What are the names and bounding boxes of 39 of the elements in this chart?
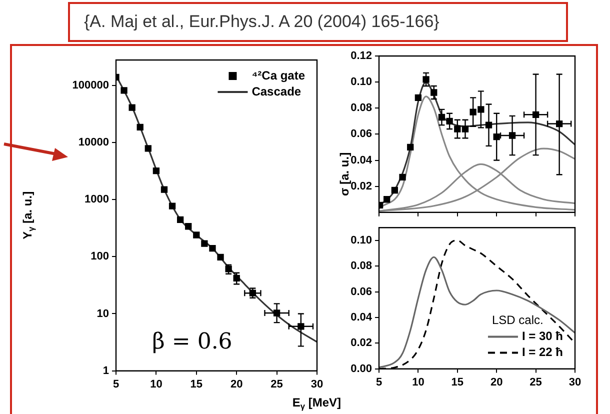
y-tick-label: 0.10 xyxy=(350,234,372,246)
y-axis-title: σ [a. u.] xyxy=(337,152,352,196)
legend-label: ⁴²Ca gate xyxy=(252,68,306,82)
y-tick-label: 0.02 xyxy=(350,337,372,350)
x-tick-label: 20 xyxy=(490,376,503,388)
x-tick-label: 10 xyxy=(150,378,162,390)
y-tick-label: 10000 xyxy=(78,136,109,149)
y-tick-label: 0.08 xyxy=(350,260,372,272)
x-tick-label: 15 xyxy=(451,376,464,388)
x-tick-label: 30 xyxy=(310,378,324,390)
y-tick-label: 100000 xyxy=(72,80,109,92)
y-tick-label: 0.08 xyxy=(350,102,372,114)
x-tick-label: 20 xyxy=(230,378,243,390)
legend-label: I = 22 ħ xyxy=(522,345,564,360)
y-axis-title: Yγ [a. u.] xyxy=(20,191,36,240)
x-tick-label: 5 xyxy=(112,378,120,390)
y-tick-label: 0.12 xyxy=(350,50,372,62)
y-tick-label: 0.06 xyxy=(350,128,372,140)
y-tick-label: 0.06 xyxy=(350,286,372,298)
x-tick-label: 10 xyxy=(412,376,424,388)
y-tick-label: 1000 xyxy=(84,194,109,206)
x-tick-label: 15 xyxy=(190,378,203,390)
chart-title: {A. Maj et al., Eur.Phys.J. A 20 (2004) 165-166} xyxy=(84,12,440,32)
x-tick-label: 30 xyxy=(568,376,582,388)
x-tick-label: 25 xyxy=(270,378,283,390)
y-tick-label: 1 xyxy=(102,364,109,377)
y-tick-label: 0.04 xyxy=(350,154,373,166)
x-tick-label: 5 xyxy=(376,376,382,388)
annotation: β = 0.6 xyxy=(152,330,232,355)
legend-label: Cascade xyxy=(252,84,302,98)
y-tick-label: 0.10 xyxy=(350,76,372,88)
legend-title: LSD calc. xyxy=(492,313,544,328)
y-tick-label: 100 xyxy=(90,250,109,263)
legend-label: I = 30 ħ xyxy=(522,329,564,344)
x-tick-label: 25 xyxy=(530,376,542,388)
y-tick-label: 0.04 xyxy=(350,311,373,324)
y-tick-label: 0.00 xyxy=(350,362,372,375)
y-tick-label: 0.02 xyxy=(350,180,372,192)
y-tick-label: 10 xyxy=(96,308,109,320)
